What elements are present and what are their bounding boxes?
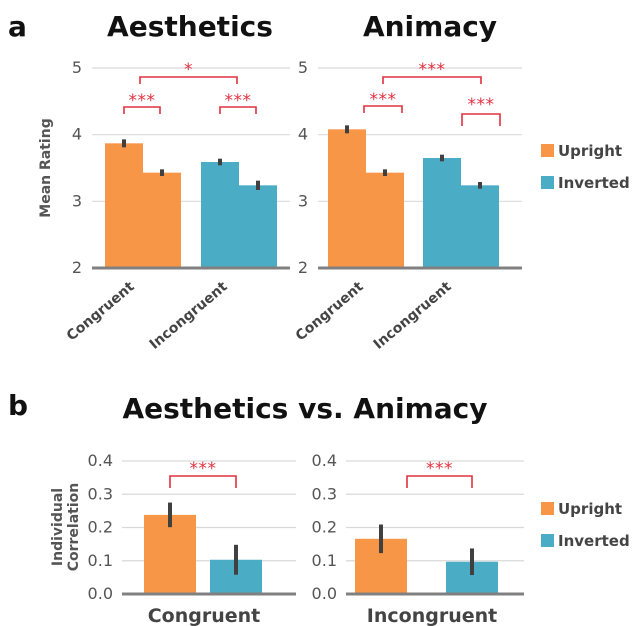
chart-title: Aesthetics <box>107 10 273 43</box>
legend-swatch-inverted <box>541 176 554 189</box>
chart-2: 2 3 4 5 *** *** *** Congruent Incongruent Animacy <box>293 10 522 353</box>
significance-bracket <box>461 113 501 126</box>
significance-label: *** <box>468 95 495 115</box>
bar-upright-congruent <box>105 143 143 268</box>
significance-bracket <box>382 76 482 84</box>
y-tick-label: 4 <box>298 125 308 144</box>
chart-4: 0.0 0.1 0.2 0.3 0.4 *** Incongruent <box>312 451 524 626</box>
legend-2: Upright Inverted <box>541 500 630 550</box>
bar-inverted-congruent <box>423 158 461 268</box>
legends-layer: Upright Inverted Upright Inverted <box>541 142 630 550</box>
category-label: Congruent <box>293 279 367 345</box>
y-tick-label: 0.0 <box>88 584 113 603</box>
significance-label: *** <box>225 91 252 111</box>
significance-bracket <box>219 106 257 114</box>
panel-b-title: Aesthetics vs. Animacy <box>122 392 487 425</box>
legend-label-upright: Upright <box>558 500 622 518</box>
y-tick-label: 3 <box>298 191 308 210</box>
chart-title: Animacy <box>363 10 497 43</box>
bar-inverted-incongruent <box>461 185 499 268</box>
category-label: Congruent <box>148 605 261 626</box>
y-tick-label: 0.3 <box>88 484 113 503</box>
y-tick-label: 2 <box>72 258 82 277</box>
legend-label-inverted: Inverted <box>558 174 630 192</box>
y-tick-label: 5 <box>298 58 308 77</box>
y-tick-label: 3 <box>72 191 82 210</box>
chart-3: 0.0 0.1 0.2 0.3 0.4 *** Congruent IndividualCor… <box>50 451 296 626</box>
y-tick-label: 0.0 <box>312 584 337 603</box>
significance-bracket <box>139 76 238 84</box>
significance-bracket <box>169 475 237 488</box>
legend-swatch-inverted <box>541 534 554 547</box>
significance-label: *** <box>129 91 156 111</box>
legend-swatch-upright <box>541 144 554 157</box>
category-label: Congruent <box>64 279 138 345</box>
y-tick-label: 0.1 <box>312 551 337 570</box>
panel-letter-a: a <box>8 10 27 43</box>
y-tick-label: 4 <box>72 125 82 144</box>
bar-inverted-incongruent <box>239 185 277 268</box>
y-axis-label-line: Correlation <box>66 483 82 572</box>
significance-label: *** <box>419 60 446 80</box>
category-label: Incongruent <box>367 605 497 626</box>
significance-label: *** <box>370 90 397 110</box>
y-tick-label: 0.3 <box>312 484 337 503</box>
significance-bracket <box>363 105 403 113</box>
significance-bracket <box>123 106 161 114</box>
significance-label: * <box>184 60 193 80</box>
legend-label-inverted: Inverted <box>558 532 630 550</box>
y-tick-label: 0.1 <box>88 551 113 570</box>
legend-label-upright: Upright <box>558 142 622 160</box>
bar-upright-incongruent <box>366 172 404 268</box>
y-tick-label: 0.2 <box>312 518 337 537</box>
bar-upright-incongruent <box>143 172 181 268</box>
category-label: Incongruent <box>371 279 455 353</box>
y-tick-label: 2 <box>298 258 308 277</box>
bar-upright-congruent <box>328 129 366 268</box>
legend-swatch-upright <box>541 502 554 515</box>
legend-1: Upright Inverted <box>541 142 630 192</box>
bar-upright-congruent <box>144 514 196 594</box>
y-tick-label: 5 <box>72 58 82 77</box>
panel-letter-b: b <box>8 389 28 422</box>
category-label: Incongruent <box>147 279 231 353</box>
y-tick-label: 0.4 <box>88 451 113 470</box>
significance-label: *** <box>426 459 453 479</box>
y-tick-label: 0.2 <box>88 518 113 537</box>
y-axis-label: IndividualCorrelation <box>50 483 82 572</box>
y-tick-label: 0.4 <box>312 451 337 470</box>
significance-bracket <box>406 475 473 488</box>
y-axis-label-line: Individual <box>50 488 66 566</box>
y-axis-label: Mean Rating <box>38 118 54 217</box>
bar-inverted-congruent <box>201 162 239 268</box>
significance-label: *** <box>190 459 217 479</box>
